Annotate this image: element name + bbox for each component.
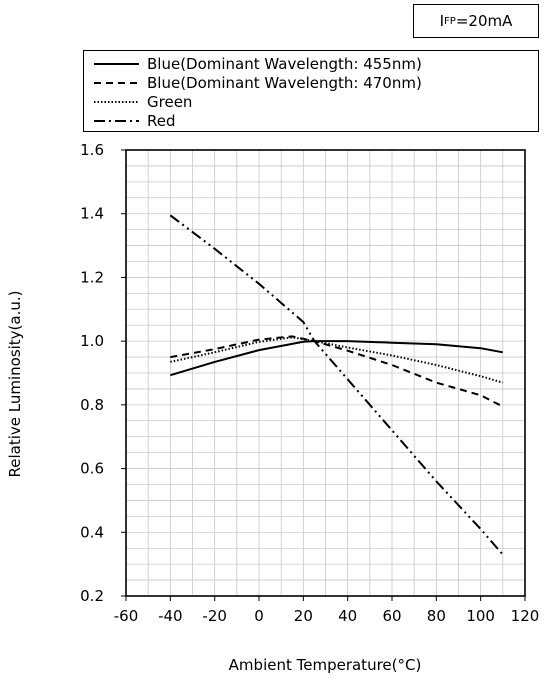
legend-label: Blue(Dominant Wavelength: 455nm) — [147, 55, 422, 73]
legend-swatch-dash-dot — [94, 120, 139, 122]
series-line-red — [169, 214, 504, 556]
y-tick-label: 1.4 — [80, 205, 104, 223]
y-tick-label: 1.2 — [80, 268, 104, 286]
y-tick-label: 1.0 — [80, 332, 104, 350]
x-tick-label: -60 — [114, 607, 139, 625]
y-tick-label: 0.8 — [80, 396, 104, 414]
condition-subscript: FP — [444, 15, 456, 27]
y-axis-label: Relative Luminosity(a.u.) — [6, 290, 24, 478]
legend-swatch-dotted — [94, 101, 139, 103]
x-tick-label: 0 — [254, 607, 264, 625]
series-line-blue-470 — [170, 335, 504, 408]
y-tick-label: 0.6 — [80, 460, 104, 478]
x-tick-label: 20 — [294, 607, 313, 625]
condition-symbol: I — [439, 12, 445, 30]
x-axis-label: Ambient Temperature(°C) — [228, 656, 422, 674]
legend-item-red: Red — [94, 111, 534, 131]
y-tick-label: 1.6 — [80, 141, 104, 159]
test-condition-box: I FP =20mA — [413, 4, 539, 38]
x-tick-label: 80 — [427, 607, 446, 625]
condition-value: =20mA — [455, 12, 513, 30]
x-tick-label: 100 — [466, 607, 495, 625]
plot-frame — [125, 149, 526, 597]
x-tick-label: -40 — [158, 607, 183, 625]
x-tick-label: 60 — [382, 607, 401, 625]
series-line-blue-455 — [170, 340, 503, 377]
legend-item-blue-470: Blue(Dominant Wavelength: 470nm) — [94, 73, 534, 93]
y-tick-label: 0.4 — [80, 523, 104, 541]
x-tick-label: 120 — [511, 607, 540, 625]
legend-label: Red — [147, 112, 176, 130]
legend-label: Blue(Dominant Wavelength: 470nm) — [147, 74, 422, 92]
series-line-green — [170, 336, 504, 384]
legend-swatch-dashed — [94, 82, 139, 84]
legend: Blue(Dominant Wavelength: 455nm) Blue(Do… — [83, 50, 539, 132]
legend-item-blue-455: Blue(Dominant Wavelength: 455nm) — [94, 54, 534, 74]
legend-swatch-solid — [94, 63, 139, 65]
y-tick-label: 0.2 — [80, 587, 104, 605]
x-tick-label: -20 — [202, 607, 227, 625]
legend-label: Green — [147, 93, 193, 111]
legend-item-green: Green — [94, 92, 534, 112]
x-tick-label: 40 — [338, 607, 357, 625]
